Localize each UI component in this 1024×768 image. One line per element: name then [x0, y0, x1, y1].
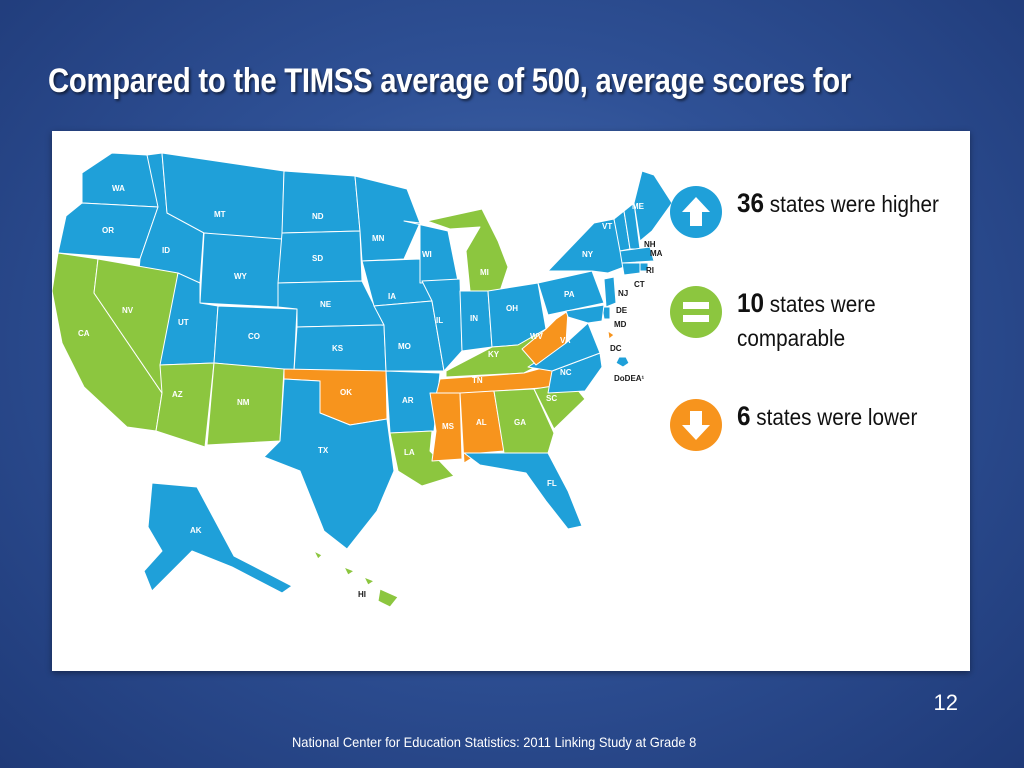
state-label-KS: KS: [332, 344, 344, 353]
state-ND: [281, 170, 361, 234]
legend-higher-label: states were higher: [769, 191, 939, 217]
legend-comparable-label-line1: states were: [769, 291, 876, 317]
state-label-VA: VA: [560, 336, 571, 345]
state-WY: [199, 232, 283, 308]
state-label-CO: CO: [248, 332, 260, 341]
state-NJ: [603, 276, 617, 308]
state-label-AR: AR: [402, 396, 414, 405]
state-label-WY: WY: [234, 272, 248, 281]
down-arrow-icon: [670, 399, 722, 451]
state-label-MD: MD: [614, 320, 627, 329]
state-label-NM: NM: [237, 398, 250, 407]
state-label-RI: RI: [646, 266, 654, 275]
state-MS: [429, 392, 463, 462]
state-TX: [263, 378, 395, 550]
footer-source: National Center for Education Statistics…: [292, 734, 697, 750]
map-panel: WA OR CA ID NV MT WY UT AZ CO NM ND SD N…: [52, 131, 970, 671]
state-label-LA: LA: [404, 448, 415, 457]
state-label-AZ: AZ: [172, 390, 183, 399]
state-label-MN: MN: [372, 234, 385, 243]
equals-icon: [670, 286, 722, 338]
state-labels: WA OR CA ID NV MT WY UT AZ CO NM ND SD N…: [78, 184, 663, 599]
state-label-MA: MA: [650, 249, 663, 258]
legend-lower-count: 6: [737, 401, 751, 431]
state-label-MT: MT: [214, 210, 226, 219]
state-FL: [463, 452, 583, 530]
state-label-MS: MS: [442, 422, 455, 431]
state-label-AL: AL: [476, 418, 487, 427]
state-label-OH: OH: [506, 304, 518, 313]
state-label-SC: SC: [546, 394, 557, 403]
state-label-WI: WI: [422, 250, 432, 259]
state-label-OK: OK: [340, 388, 352, 397]
state-label-NE: NE: [320, 300, 332, 309]
state-label-OR: OR: [102, 226, 114, 235]
state-PA: [537, 270, 605, 316]
state-DoDEA: [615, 356, 630, 368]
state-label-UT: UT: [178, 318, 189, 327]
state-label-ND: ND: [312, 212, 324, 221]
state-label-NJ: NJ: [618, 289, 628, 298]
state-DE: [601, 306, 611, 320]
state-label-NH: NH: [644, 240, 656, 249]
legend-comparable-badge: [670, 286, 722, 338]
state-MD: [565, 304, 605, 324]
state-label-HI: HI: [358, 590, 366, 599]
state-AR: [385, 370, 441, 434]
state-label-NV: NV: [122, 306, 134, 315]
state-label-CA: CA: [78, 329, 90, 338]
state-label-DC: DC: [610, 344, 622, 353]
state-LA: [389, 430, 455, 487]
state-GA: [493, 388, 555, 454]
state-label-IA: IA: [388, 292, 396, 301]
legend-lower-label: states were lower: [756, 404, 918, 430]
slide-number: 12: [933, 690, 958, 715]
state-NY: [547, 218, 625, 274]
state-IL: [421, 278, 463, 372]
state-label-IL: IL: [436, 316, 443, 325]
state-DC: [607, 330, 615, 340]
state-AK: [143, 482, 293, 594]
us-states-map: WA OR CA ID NV MT WY UT AZ CO NM ND SD N…: [52, 152, 673, 608]
state-MO: [373, 300, 445, 372]
state-HI: [313, 550, 399, 608]
state-label-NY: NY: [582, 250, 594, 259]
state-label-CT: CT: [634, 280, 645, 289]
state-label-KY: KY: [488, 350, 500, 359]
state-label-PA: PA: [564, 290, 575, 299]
up-arrow-icon: [670, 186, 722, 238]
state-label-DoDEA: DoDEA¹: [614, 374, 645, 383]
state-label-VT: VT: [602, 222, 612, 231]
state-MN: [354, 175, 421, 262]
state-label-MO: MO: [398, 342, 411, 351]
state-label-DE: DE: [616, 306, 628, 315]
legend-comparable-count: 10: [737, 288, 765, 318]
state-MA: [619, 246, 655, 264]
legend-comparable-label-line2: comparable: [737, 325, 846, 351]
state-label-ME: ME: [632, 202, 645, 211]
state-label-NC: NC: [560, 368, 572, 377]
state-label-ID: ID: [162, 246, 170, 255]
state-AL: [459, 390, 505, 464]
state-label-MI: MI: [480, 268, 489, 277]
state-label-IN: IN: [470, 314, 478, 323]
state-label-TN: TN: [472, 376, 483, 385]
state-AZ: [155, 362, 215, 448]
slide-title: Compared to the TIMSS average of 500, av…: [48, 62, 851, 100]
state-label-SD: SD: [312, 254, 323, 263]
state-CT: [621, 262, 641, 276]
state-label-TX: TX: [318, 446, 329, 455]
state-label-AK: AK: [190, 526, 202, 535]
state-label-WV: WV: [530, 332, 544, 341]
state-label-WA: WA: [112, 184, 125, 193]
state-label-FL: FL: [547, 479, 557, 488]
legend-higher-count: 36: [737, 188, 765, 218]
state-label-GA: GA: [514, 418, 526, 427]
